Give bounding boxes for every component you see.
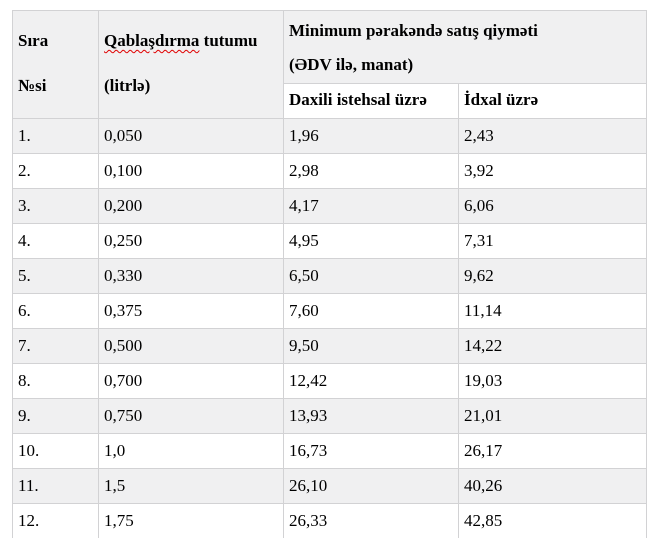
import-price-cell: 6,06 — [457, 188, 648, 224]
domestic-price-cell: 1,96 — [283, 118, 459, 154]
capacity-cell: 0,375 — [98, 293, 284, 329]
import-price-cell: 7,31 — [457, 223, 648, 259]
capacity-cell: 0,750 — [98, 398, 284, 434]
import-price-cell: 14,22 — [457, 328, 648, 364]
table-row: 2. 0,100 2,98 3,92 — [12, 153, 648, 189]
domestic-price-cell: 2,98 — [283, 153, 459, 189]
row-number-cell: 5. — [12, 258, 99, 294]
domestic-price-cell: 4,17 — [283, 188, 459, 224]
table-row: 12. 1,75 26,33 42,85 — [12, 503, 648, 538]
table-row: 7. 0,500 9,50 14,22 — [12, 328, 648, 364]
import-price-cell: 11,14 — [457, 293, 648, 329]
row-number-cell: 10. — [12, 433, 99, 469]
header-packaging-capacity: Qablaşdırma tutumu (litrlə) — [98, 10, 284, 119]
header-row-number-line2: №si — [18, 76, 47, 95]
import-price-cell: 42,85 — [457, 503, 648, 538]
import-price-cell: 21,01 — [457, 398, 648, 434]
capacity-cell: 0,050 — [98, 118, 284, 154]
domestic-price-cell: 26,10 — [283, 468, 459, 504]
capacity-cell: 0,250 — [98, 223, 284, 259]
capacity-cell: 1,5 — [98, 468, 284, 504]
import-price-cell: 26,17 — [457, 433, 648, 469]
header-packaging-word2: tutumu — [203, 31, 258, 50]
header-row-number: Sıra №si — [12, 10, 99, 119]
import-price-cell: 40,26 — [457, 468, 648, 504]
header-row-number-line1: Sıra — [18, 31, 49, 50]
table-row: 3. 0,200 4,17 6,06 — [12, 188, 648, 224]
row-number-cell: 4. — [12, 223, 99, 259]
row-number-cell: 12. — [12, 503, 99, 538]
row-number-cell: 8. — [12, 363, 99, 399]
capacity-cell: 0,330 — [98, 258, 284, 294]
row-number-cell: 6. — [12, 293, 99, 329]
capacity-cell: 0,100 — [98, 153, 284, 189]
capacity-cell: 0,200 — [98, 188, 284, 224]
misspelled-word: Qablaşdırma — [104, 31, 200, 50]
domestic-price-cell: 9,50 — [283, 328, 459, 364]
domestic-price-cell: 13,93 — [283, 398, 459, 434]
header-row-main: Sıra №si Qablaşdırma tutumu (litrlə) Min… — [12, 10, 648, 119]
capacity-cell: 1,0 — [98, 433, 284, 469]
table-row: 4. 0,250 4,95 7,31 — [12, 223, 648, 259]
domestic-price-cell: 26,33 — [283, 503, 459, 538]
table-row: 10. 1,0 16,73 26,17 — [12, 433, 648, 469]
table-row: 1. 0,050 1,96 2,43 — [12, 118, 648, 154]
domestic-price-cell: 6,50 — [283, 258, 459, 294]
table-row: 8. 0,700 12,42 19,03 — [12, 363, 648, 399]
row-number-cell: 11. — [12, 468, 99, 504]
domestic-price-cell: 4,95 — [283, 223, 459, 259]
header-minimum-retail-price-line1: Minimum pərakəndə satış qiyməti — [289, 21, 538, 40]
header-import: İdxal üzrə — [457, 83, 648, 119]
header-minimum-retail-price-line2: (ƏDV ilə, manat) — [289, 55, 414, 74]
table-body: 1. 0,050 1,96 2,43 2. 0,100 2,98 3,92 3. 0,200 4,1… — [12, 118, 648, 538]
header-packaging-capacity-line2: (litrlə) — [104, 76, 151, 95]
import-price-cell: 9,62 — [457, 258, 648, 294]
row-number-cell: 2. — [12, 153, 99, 189]
import-price-cell: 19,03 — [457, 363, 648, 399]
domestic-price-cell: 12,42 — [283, 363, 459, 399]
row-number-cell: 9. — [12, 398, 99, 434]
header-minimum-retail-price: Minimum pərakəndə satış qiyməti (ƏDV ilə… — [282, 10, 648, 84]
row-number-cell: 7. — [12, 328, 99, 364]
table-row: 9. 0,750 13,93 21,01 — [12, 398, 648, 434]
table-row: 6. 0,375 7,60 11,14 — [12, 293, 648, 329]
price-table: Sıra №si Qablaşdırma tutumu (litrlə) Min… — [12, 10, 648, 538]
capacity-cell: 0,500 — [98, 328, 284, 364]
table-row: 11. 1,5 26,10 40,26 — [12, 468, 648, 504]
import-price-cell: 3,92 — [457, 153, 648, 189]
capacity-cell: 0,700 — [98, 363, 284, 399]
domestic-price-cell: 7,60 — [283, 293, 459, 329]
row-number-cell: 3. — [12, 188, 99, 224]
header-packaging-capacity-line1: Qablaşdırma tutumu — [104, 13, 279, 58]
table-row: 5. 0,330 6,50 9,62 — [12, 258, 648, 294]
row-number-cell: 1. — [12, 118, 99, 154]
header-domestic-production: Daxili istehsal üzrə — [283, 83, 459, 119]
domestic-price-cell: 16,73 — [283, 433, 459, 469]
capacity-cell: 1,75 — [98, 503, 284, 538]
import-price-cell: 2,43 — [457, 118, 648, 154]
header-row-sub: Daxili istehsal üzrə İdxal üzrə — [13, 83, 648, 119]
